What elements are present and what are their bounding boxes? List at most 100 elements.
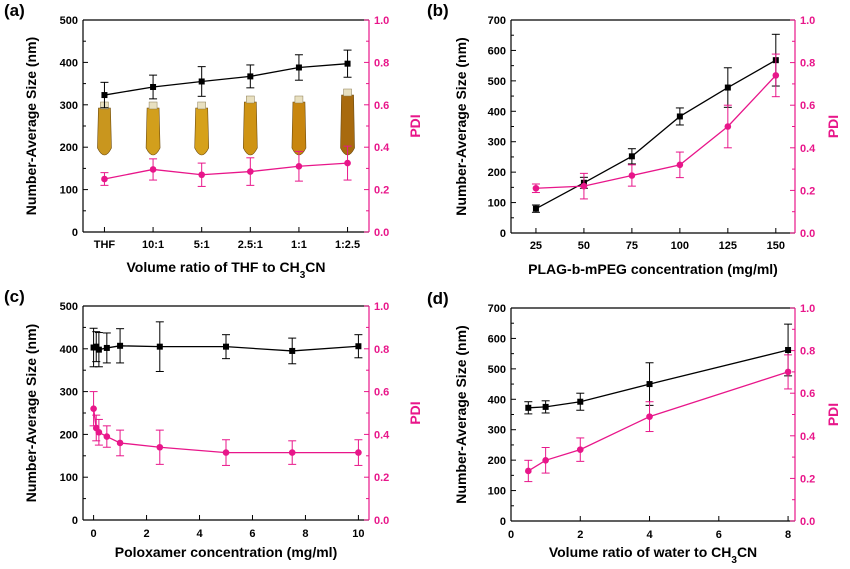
y2-tick-label: 0.2 — [800, 473, 815, 485]
series-line — [527, 371, 789, 472]
panel-b: 0 100 200 300 400 500 600 700 0.0 0.2 0.4 0.6 0.8 1.0… — [427, 1, 841, 277]
data-point — [289, 347, 296, 354]
data-point — [525, 467, 532, 475]
data-point — [150, 83, 157, 90]
data-point — [525, 404, 532, 411]
y2-axis-title: PDI — [825, 403, 841, 426]
y-tick-label: 100 — [60, 472, 78, 484]
data-point — [784, 368, 792, 376]
y-axis-title: Number-Average Size (nm) — [23, 324, 39, 502]
data-point — [247, 73, 254, 80]
data-point — [149, 166, 157, 173]
x-axis-title: PLAG-b-mPEG concentration (mg/ml) — [528, 261, 778, 277]
x-tick-label: 6 — [249, 528, 255, 540]
y2-tick-label: 0.8 — [374, 57, 389, 69]
y2-tick-label: 1.0 — [800, 15, 815, 27]
data-point — [198, 171, 205, 179]
data-point — [288, 449, 296, 456]
data-point — [785, 346, 792, 353]
y-tick-label: 400 — [488, 106, 506, 118]
data-point — [156, 343, 163, 350]
series-size — [531, 33, 780, 213]
data-point — [355, 449, 362, 456]
data-point — [646, 413, 653, 420]
x-tick-label: 2 — [143, 528, 149, 540]
x-tick-label: 5:1 — [194, 239, 210, 251]
data-point — [95, 428, 103, 436]
data-point — [295, 162, 303, 170]
x-tick-label: 4 — [646, 529, 653, 541]
y2-tick-label: 0.0 — [800, 516, 815, 528]
y-tick-label: 600 — [488, 333, 506, 345]
y-tick-label: 0 — [72, 227, 78, 239]
y2-tick-label: 0.4 — [800, 143, 816, 155]
y2-tick-label: 1.0 — [374, 15, 389, 27]
data-point — [772, 72, 780, 79]
y-tick-label: 200 — [488, 455, 506, 467]
y2-axis-title: PDI — [407, 114, 423, 137]
y-tick-label: 300 — [60, 387, 78, 399]
y2-tick-label: 0.6 — [800, 100, 815, 112]
x-tick-label: 50 — [578, 240, 590, 252]
data-point — [542, 456, 549, 464]
x-tick-label: 1:2.5 — [335, 239, 360, 251]
y2-axis-title: PDI — [407, 401, 423, 424]
data-point — [576, 446, 584, 453]
vial-cap — [246, 95, 255, 104]
y-tick-label: 600 — [488, 45, 506, 57]
panel-d: 0 100 200 300 400 500 600 700 0.0 0.2 0.4 0.6 0.8 1.0… — [427, 289, 841, 566]
series-line — [104, 162, 348, 180]
series-size — [524, 323, 793, 415]
data-point — [198, 78, 205, 85]
series-size — [100, 49, 352, 109]
y2-tick-label: 0.4 — [374, 142, 390, 154]
x-tick-label: 150 — [767, 240, 785, 252]
y2-tick-label: 0.6 — [374, 100, 389, 112]
series-size — [89, 321, 363, 372]
series-pdi — [524, 354, 793, 483]
vial — [145, 107, 161, 156]
data-point — [542, 403, 549, 410]
x-tick-label: 10:1 — [142, 239, 164, 251]
series-line — [535, 74, 777, 189]
vial — [340, 94, 355, 156]
data-point — [101, 175, 108, 183]
data-point — [295, 64, 302, 71]
x-tick-label: 8 — [785, 529, 791, 541]
y2-tick-label: 0.0 — [800, 228, 815, 240]
y-tick-label: 500 — [60, 15, 78, 27]
series-pdi — [531, 53, 780, 200]
x-tick-label: 2 — [577, 529, 583, 541]
y2-tick-label: 0.8 — [800, 58, 815, 70]
data-point — [103, 344, 110, 351]
y2-tick-label: 0.0 — [374, 227, 389, 239]
data-point — [344, 159, 351, 167]
y-tick-label: 700 — [488, 303, 506, 315]
vial-cap — [197, 101, 206, 110]
x-tick-label: 125 — [719, 240, 737, 252]
data-point — [101, 92, 108, 99]
series-pdi — [100, 145, 352, 187]
y2-tick-label: 1.0 — [800, 303, 815, 315]
data-point — [628, 153, 635, 160]
panel-label: (a) — [4, 1, 25, 20]
vial — [291, 101, 307, 156]
data-point — [156, 443, 164, 451]
x-axis-title: Volume ratio of water to CH3CN — [549, 544, 757, 566]
vial — [243, 101, 258, 156]
data-point — [116, 439, 124, 447]
vial-cap — [294, 95, 304, 104]
y-tick-label: 0 — [500, 228, 506, 240]
y-tick-label: 200 — [60, 142, 78, 154]
vial — [194, 107, 209, 156]
y-tick-label: 300 — [60, 100, 78, 112]
vial-photo-inset — [97, 88, 355, 156]
y2-tick-label: 0.0 — [374, 515, 389, 527]
x-tick-label: 0 — [91, 528, 97, 540]
y-tick-label: 200 — [488, 167, 506, 179]
y2-tick-label: 0.8 — [800, 346, 815, 358]
series-line — [104, 63, 348, 96]
data-point — [676, 161, 684, 169]
data-point — [355, 343, 362, 350]
